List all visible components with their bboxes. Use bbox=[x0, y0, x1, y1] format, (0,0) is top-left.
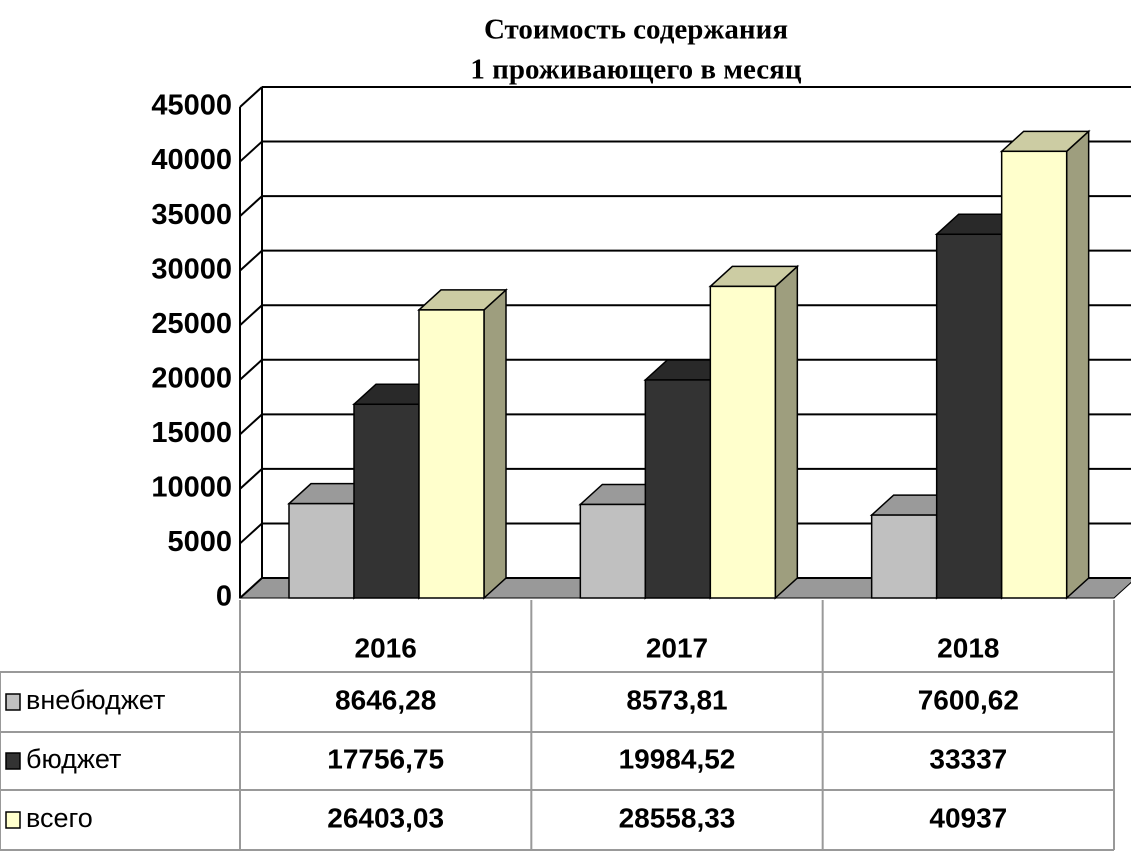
grid-line bbox=[239, 140, 263, 163]
bar-side bbox=[774, 264, 799, 600]
bar bbox=[288, 502, 355, 599]
y-tick-label: 35000 bbox=[151, 199, 232, 231]
legend-swatch bbox=[5, 811, 21, 829]
data-label: 8573,81 bbox=[626, 684, 727, 715]
y-tick-label: 45000 bbox=[151, 90, 232, 122]
grid-line bbox=[239, 304, 263, 326]
x-tick-label: 2017 bbox=[646, 632, 708, 663]
y-tick-label: 25000 bbox=[151, 308, 232, 340]
legend-swatch bbox=[5, 693, 21, 711]
y-tick-label: 15000 bbox=[151, 417, 232, 449]
bar bbox=[579, 503, 647, 599]
data-label: 7600,62 bbox=[918, 684, 1019, 715]
data-label: 28558,33 bbox=[619, 802, 736, 833]
data-label: 40937 bbox=[929, 802, 1007, 833]
grid-line bbox=[239, 413, 263, 436]
grid-line bbox=[239, 249, 263, 272]
bar bbox=[709, 285, 777, 599]
data-label: 33337 bbox=[929, 743, 1007, 774]
bar bbox=[418, 309, 485, 599]
bar bbox=[935, 233, 1003, 599]
data-label: 8646,28 bbox=[335, 684, 436, 715]
data-label: 19984,52 bbox=[619, 743, 736, 774]
bar bbox=[870, 514, 938, 599]
bar-side bbox=[483, 288, 507, 600]
bar bbox=[1000, 150, 1068, 599]
y-tick-label: 20000 bbox=[151, 362, 232, 394]
grid-line bbox=[239, 577, 263, 599]
y-tick-label: 30000 bbox=[151, 253, 232, 285]
grid-line bbox=[239, 86, 263, 108]
y-tick-label: 40000 bbox=[151, 144, 232, 176]
bar bbox=[353, 403, 420, 599]
y-tick-label: 10000 bbox=[151, 472, 232, 504]
x-tick-label: 2018 bbox=[937, 632, 999, 663]
y-tick-label: 5000 bbox=[167, 526, 232, 558]
legend-label: внебюджет bbox=[26, 685, 165, 715]
x-tick-label: 2016 bbox=[355, 632, 417, 663]
grid-line bbox=[239, 468, 263, 490]
data-label: 17756,75 bbox=[327, 743, 444, 774]
legend-label: всего bbox=[26, 803, 93, 833]
legend-label: бюджет bbox=[26, 744, 121, 774]
bar-side bbox=[1065, 129, 1090, 600]
data-label: 26403,03 bbox=[327, 802, 444, 833]
chart-title: Стоимость содержания bbox=[484, 14, 788, 46]
legend-swatch bbox=[5, 752, 21, 770]
grid-line bbox=[239, 195, 263, 217]
grid-line bbox=[239, 359, 263, 381]
grid-line bbox=[239, 522, 263, 545]
y-tick-label: 0 bbox=[216, 581, 232, 613]
bar bbox=[644, 379, 712, 599]
chart-title: 1 проживающего в месяц bbox=[470, 54, 801, 86]
